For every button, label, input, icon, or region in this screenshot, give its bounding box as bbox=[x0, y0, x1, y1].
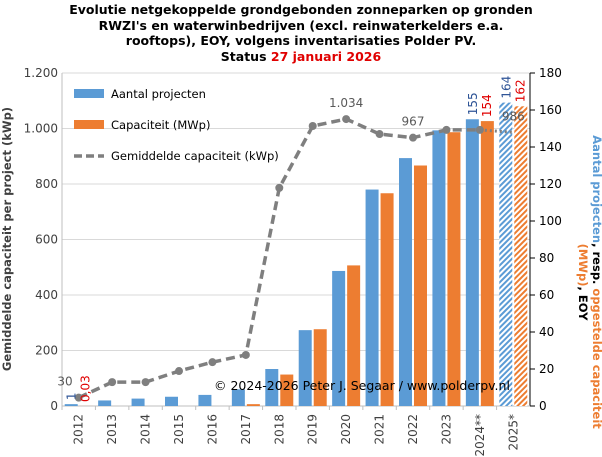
bar-capacity bbox=[414, 165, 427, 406]
bar-capacity bbox=[447, 132, 461, 406]
x-tick-label: 2025* bbox=[506, 414, 520, 451]
bar-projects bbox=[165, 396, 178, 406]
bar-projects bbox=[131, 398, 145, 406]
x-tick-label: 2015 bbox=[172, 414, 186, 445]
y-tick-label: 1.200 bbox=[24, 66, 58, 80]
data-label: 1.034 bbox=[329, 96, 363, 110]
y2-label-part: , EOY bbox=[576, 286, 590, 321]
y-tick-label: 800 bbox=[35, 177, 58, 191]
bar-projects bbox=[465, 119, 479, 406]
line-point bbox=[241, 350, 250, 359]
bar-projects bbox=[265, 369, 279, 406]
chart-title: Evolutie netgekoppelde grondgebonden zon… bbox=[0, 2, 602, 64]
y-tick-label: 600 bbox=[35, 233, 58, 247]
line-point bbox=[442, 125, 451, 134]
status-date: 27 januari 2026 bbox=[270, 48, 382, 64]
y-tick-label: 0 bbox=[50, 399, 58, 413]
y2-tick-label: 100 bbox=[539, 214, 562, 228]
y2-tick-label: 60 bbox=[539, 288, 554, 302]
bar-capacity bbox=[347, 265, 361, 406]
bar-projects bbox=[198, 394, 212, 406]
line-point bbox=[475, 125, 484, 134]
data-label: 162 bbox=[513, 79, 527, 102]
line-point bbox=[275, 183, 284, 192]
bar-projects bbox=[98, 400, 112, 406]
x-tick-label: 2022 bbox=[406, 414, 420, 445]
x-tick-label: 2024** bbox=[473, 414, 487, 457]
y2-tick-label: 0 bbox=[539, 399, 547, 413]
x-tick-label: 2020 bbox=[339, 414, 353, 445]
y2-label-part: , resp. bbox=[590, 243, 602, 285]
bar-projects bbox=[432, 130, 446, 406]
y2-label-part: Aantal projecten bbox=[590, 135, 602, 244]
bar-projects bbox=[332, 270, 346, 406]
bar-projects bbox=[499, 102, 513, 406]
x-tick-label: 2016 bbox=[205, 414, 219, 445]
y2-tick-label: 80 bbox=[539, 251, 554, 265]
line-avg-capacity-projected bbox=[479, 128, 514, 134]
x-tick-label: 2023 bbox=[439, 414, 453, 445]
line-point bbox=[108, 378, 117, 387]
legend-label: Gemiddelde capaciteit (kWp) bbox=[111, 149, 279, 163]
title-line: Evolutie netgekoppelde grondgebonden zon… bbox=[69, 2, 533, 17]
copyright: © 2024-2026 Peter J. Segaar / www.polder… bbox=[214, 378, 510, 393]
bar-projects bbox=[64, 404, 78, 406]
line-point bbox=[375, 130, 384, 139]
bar-capacity bbox=[380, 193, 394, 406]
x-tick-label: 2014 bbox=[139, 414, 153, 445]
title-line: RWZI's en waterwinbedrijven (excl. reinw… bbox=[98, 17, 504, 33]
data-label: 164 bbox=[499, 76, 513, 99]
y2-tick-label: 180 bbox=[539, 66, 562, 80]
y-tick-label: 400 bbox=[35, 288, 58, 302]
x-tick-label: 2021 bbox=[373, 414, 387, 445]
y2-tick-label: 120 bbox=[539, 177, 562, 191]
line-point bbox=[342, 115, 351, 124]
line-point bbox=[409, 133, 417, 142]
x-tick-label: 2013 bbox=[105, 414, 119, 445]
bar-capacity bbox=[246, 404, 260, 406]
data-label: 30 bbox=[57, 375, 72, 389]
legend-label: Capaciteit (MWp) bbox=[111, 118, 210, 132]
data-label: 0,03 bbox=[79, 375, 93, 402]
y2-axis-label: Aantal projecten, resp. opgestelde capac… bbox=[576, 127, 602, 437]
bar-projects bbox=[365, 189, 379, 406]
bar-projects bbox=[231, 389, 245, 406]
x-tick-label: 2012 bbox=[72, 414, 86, 445]
line-point bbox=[208, 358, 217, 367]
title-line: rooftops), EOY, volgens inventarisaties … bbox=[125, 33, 477, 48]
legend-swatch bbox=[74, 89, 104, 98]
y-axis-label: Gemiddelde capaciteit per project (kWp) bbox=[0, 106, 14, 372]
y2-tick-label: 20 bbox=[539, 362, 554, 376]
bar-capacity bbox=[514, 106, 528, 407]
legend-swatch bbox=[74, 120, 104, 129]
bar-projects bbox=[399, 158, 412, 406]
bar-capacity bbox=[280, 374, 294, 406]
legend-label: Aantal projecten bbox=[111, 87, 206, 101]
y-tick-label: 200 bbox=[35, 344, 58, 358]
line-point bbox=[175, 367, 183, 376]
y-tick-label: 1.000 bbox=[24, 122, 58, 136]
data-label: 967 bbox=[402, 115, 425, 129]
data-label: 155 bbox=[466, 92, 480, 115]
data-label: 1 bbox=[65, 393, 79, 401]
x-tick-label: 2018 bbox=[272, 414, 286, 445]
y2-tick-label: 140 bbox=[539, 140, 562, 154]
x-tick-label: 2019 bbox=[306, 414, 320, 445]
y2-tick-label: 160 bbox=[539, 103, 562, 117]
bar-capacity bbox=[480, 121, 494, 406]
status-prefix: Status bbox=[220, 48, 271, 64]
data-label: 986 bbox=[502, 109, 525, 123]
bar-projects bbox=[298, 330, 312, 406]
y2-tick-label: 40 bbox=[539, 325, 554, 339]
line-point bbox=[141, 378, 150, 387]
line-point bbox=[308, 122, 317, 131]
line-point bbox=[74, 393, 83, 402]
data-label: 154 bbox=[480, 94, 494, 117]
x-tick-label: 2017 bbox=[239, 414, 253, 445]
bar-capacity bbox=[313, 329, 327, 406]
status-line: Status 27 januari 2026 bbox=[0, 49, 602, 65]
